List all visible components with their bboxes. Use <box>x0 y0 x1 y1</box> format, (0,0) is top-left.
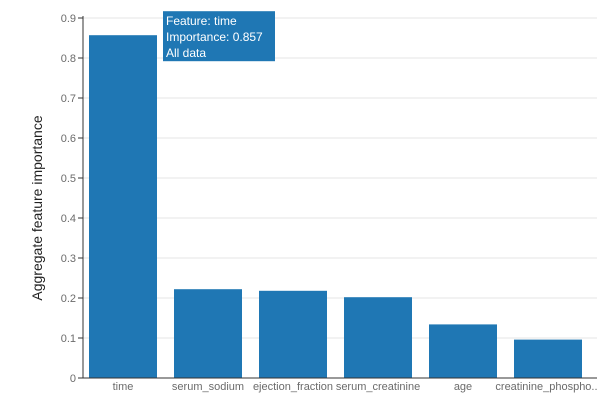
y-tick-label: 0.6 <box>61 133 76 145</box>
x-tick-label: serum_creatinine <box>336 381 420 393</box>
y-tick-label: 0.2 <box>61 293 76 305</box>
bar-serum-sodium[interactable] <box>174 289 242 378</box>
x-tick-labels: time serum_sodium ejection_fraction serum_c… <box>113 381 597 393</box>
gridlines <box>83 17 597 339</box>
tooltip: Feature: time Importance: 0.857 All data <box>163 11 275 62</box>
y-tick-labels: 0 0.1 0.2 0.3 0.4 0.5 0.6 0.7 0.8 0.9 <box>61 13 83 385</box>
bar-time[interactable] <box>89 35 157 378</box>
x-tick-label: ejection_fraction <box>253 381 333 393</box>
y-tick-label: 0.4 <box>61 213 76 225</box>
y-tick-label: 0.1 <box>61 333 76 345</box>
tooltip-feature-text: Feature: time <box>166 14 237 28</box>
x-tick-label: age <box>454 381 472 393</box>
x-tick-label: serum_sodium <box>172 381 244 393</box>
y-tick-label: 0.8 <box>61 53 76 65</box>
tooltip-box <box>163 11 275 62</box>
bar-serum-creatinine[interactable] <box>344 297 412 378</box>
y-tick-label: 0.5 <box>61 173 76 185</box>
bar-age[interactable] <box>429 324 497 378</box>
axes <box>82 16 597 379</box>
y-tick-label: 0 <box>70 373 76 385</box>
x-tick-label: creatinine_phospho... <box>495 381 597 393</box>
bar-ejection-fraction[interactable] <box>259 290 327 378</box>
y-tick-label: 0.9 <box>61 13 76 25</box>
y-axis-title: Aggregate feature importance <box>29 115 45 300</box>
y-tick-label: 0.3 <box>61 253 76 265</box>
tooltip-importance-text: Importance: 0.857 <box>166 30 263 44</box>
bar-creatinine-phospho[interactable] <box>514 339 582 378</box>
y-tick-label: 0.7 <box>61 93 76 105</box>
tooltip-cohort-text: All data <box>166 46 206 60</box>
x-tick-label: time <box>113 381 134 393</box>
bars <box>89 35 582 378</box>
